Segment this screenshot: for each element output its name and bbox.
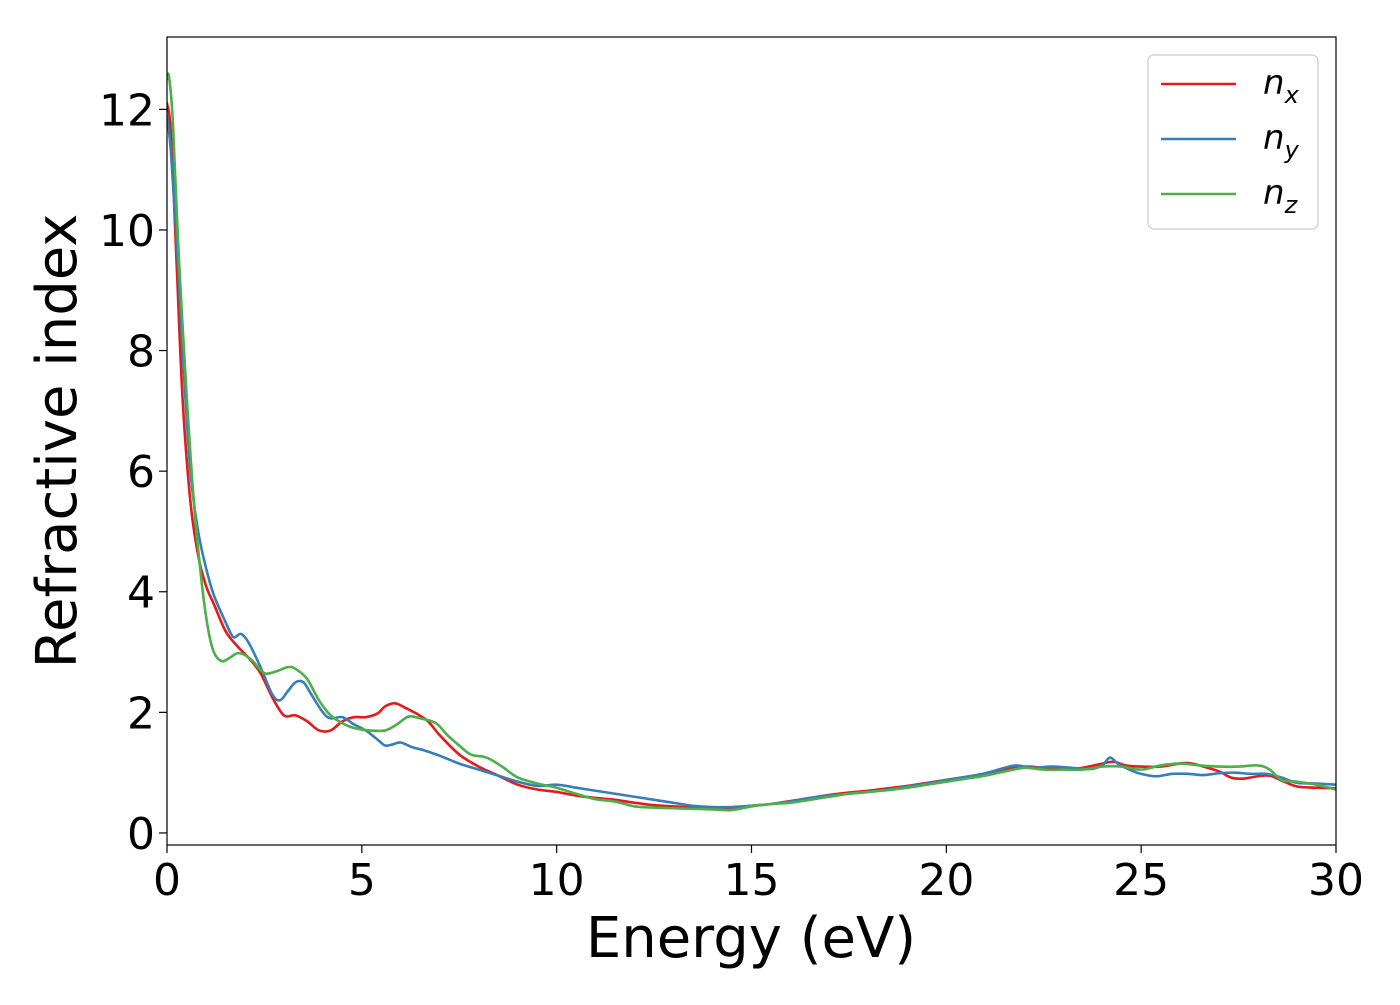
x-tick-label: 20 [918,855,974,906]
legend-label-base: n [1263,63,1285,103]
y-tick-label: 2 [127,688,155,739]
y-tick-label: 8 [127,327,155,378]
legend-label-base: n [1263,118,1285,158]
legend-frame [1147,54,1319,230]
legend-label-y: ny [1263,118,1300,164]
x-tick-label: 25 [1113,855,1169,906]
y-axis-ticks: 0 2 4 6 8 10 12 [99,85,167,860]
series-layer [167,72,1336,812]
x-axis-ticks: 0 5 10 15 20 25 30 [153,845,1364,906]
x-axis-label: Energy (eV) [586,906,916,971]
series-line-n-z [167,72,1336,812]
legend-label-sub: y [1284,136,1300,164]
plot-frame [166,36,1337,846]
y-tick-label: 6 [127,447,155,498]
x-tick-label: 0 [153,855,181,906]
y-tick-label: 12 [99,85,155,136]
y-tick-label: 4 [127,568,155,619]
y-axis-label: Refractive index [25,214,90,669]
y-tick-label: 10 [99,206,155,257]
x-tick-label: 30 [1308,855,1364,906]
legend-label-x: nx [1263,63,1300,109]
legend-label-z: nz [1263,173,1299,219]
x-tick-label: 10 [529,855,585,906]
x-tick-label: 5 [348,855,376,906]
y-tick-label: 0 [127,809,155,860]
legend-label-base: n [1263,173,1285,213]
series-line-n-x [167,102,1336,810]
legend-label-sub: x [1284,81,1300,109]
legend-label-sub: z [1284,191,1299,219]
x-tick-label: 15 [724,855,780,906]
